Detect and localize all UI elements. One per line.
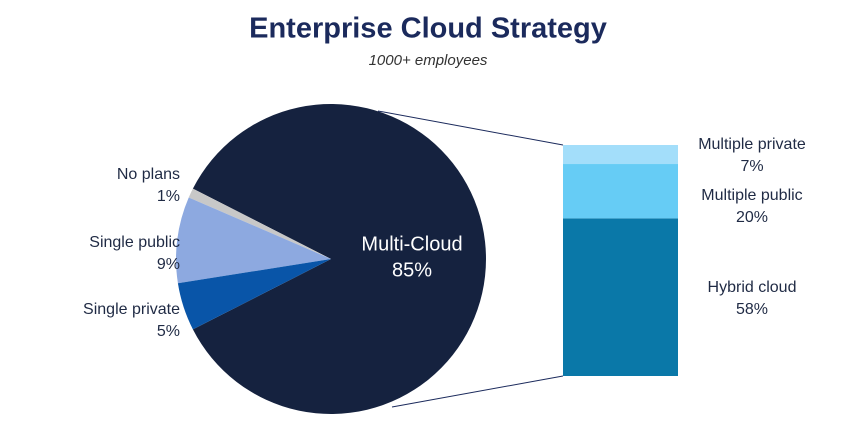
chart-title: Enterprise Cloud Strategy [249, 13, 607, 45]
bar-label: Multiple private [698, 136, 806, 153]
pie-slice [177, 259, 331, 330]
slice-value-label: 1% [157, 188, 180, 205]
pie-slice [188, 188, 331, 259]
slice-label: Single private [83, 301, 180, 318]
bar-segment [563, 145, 678, 165]
pie-slice [192, 104, 486, 415]
slice-value-label: 85% [392, 259, 432, 281]
bar-segment [563, 164, 678, 219]
chart-subtitle: 1000+ employees [369, 52, 488, 69]
slice-value-label: 9% [157, 256, 180, 273]
slice-label: Multi-Cloud [361, 233, 462, 255]
bar-value-label: 58% [736, 301, 768, 318]
connector [391, 375, 564, 408]
bar-label: Hybrid cloud [708, 279, 797, 296]
connector [377, 110, 564, 146]
slice-label: Single public [89, 234, 180, 251]
bar-segment [563, 218, 678, 376]
bar-value-label: 7% [740, 158, 763, 175]
slice-label: No plans [117, 166, 180, 183]
bar-label: Multiple public [701, 187, 802, 204]
slice-value-label: 5% [157, 323, 180, 340]
pie-slice [176, 197, 331, 284]
bar-value-label: 20% [736, 209, 768, 226]
